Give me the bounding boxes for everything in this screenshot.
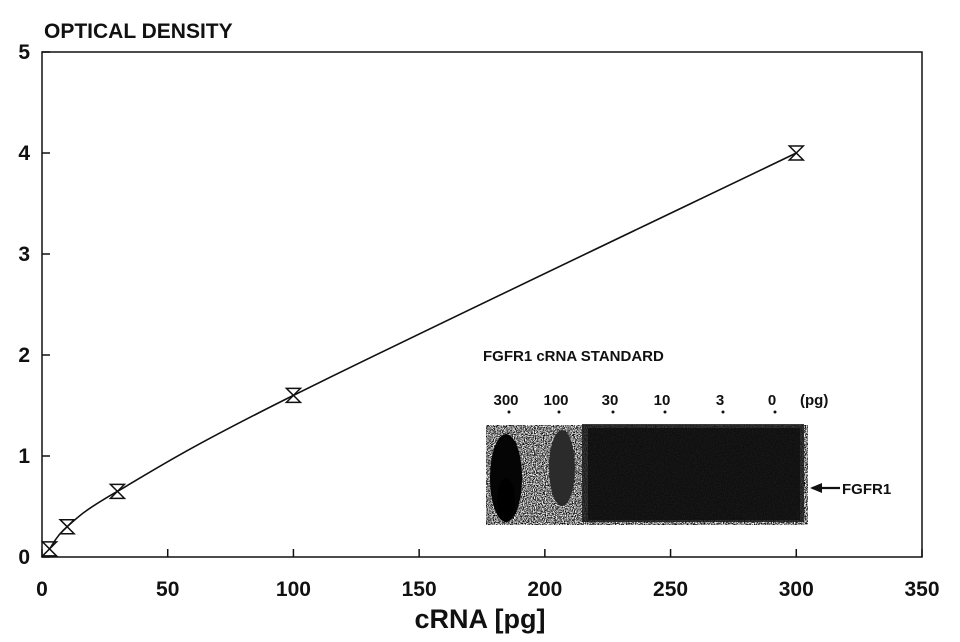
x-tick-label: 50 — [156, 578, 179, 601]
lane-dot — [557, 410, 561, 414]
inset-lane-label: 30 — [602, 392, 619, 409]
lane-dot — [611, 410, 615, 414]
data-point — [787, 145, 806, 161]
inset-lane-label: 10 — [654, 392, 671, 409]
lane-dot — [721, 410, 725, 414]
inset-lane-label: 300 — [493, 392, 518, 409]
inset-blot: FGFR1 cRNA STANDARD 300 100 30 10 3 0 (pg) FG… — [483, 348, 891, 525]
inset-lane-label: 100 — [543, 392, 568, 409]
lane-dot — [507, 410, 511, 414]
lane-dot — [663, 410, 667, 414]
inset-unit: (pg) — [800, 392, 828, 409]
data-point — [108, 483, 127, 500]
plot-frame — [41, 51, 923, 558]
y-tick-label: 2 — [18, 344, 30, 367]
inset-lane-label: 0 — [768, 392, 776, 409]
blot-image — [486, 424, 808, 525]
x-tick-label: 250 — [653, 578, 688, 601]
data-point — [284, 387, 303, 404]
y-tick-label: 1 — [18, 445, 30, 468]
chart-title: OPTICAL DENSITY — [44, 20, 233, 43]
inset-lane-label: 3 — [716, 392, 724, 409]
y-axis: 0 1 2 3 4 5 — [18, 41, 50, 569]
y-tick-label: 5 — [18, 41, 30, 64]
x-tick-label: 300 — [779, 578, 814, 601]
x-tick-label: 0 — [36, 578, 48, 601]
y-tick-label: 4 — [18, 142, 30, 165]
x-axis: 0 50 100 150 200 250 300 350 — [36, 549, 940, 601]
x-axis-label: cRNA [pg] — [415, 604, 546, 634]
band-label: FGFR1 — [842, 481, 891, 498]
arrow-head-icon — [810, 483, 822, 493]
x-tick-label: 150 — [402, 578, 437, 601]
inset-title: FGFR1 cRNA STANDARD — [483, 348, 664, 365]
y-tick-label: 3 — [18, 243, 30, 266]
data-points — [40, 145, 806, 557]
x-tick-label: 350 — [904, 578, 939, 601]
data-point — [40, 541, 59, 557]
lane-dot — [773, 410, 777, 414]
x-tick-label: 100 — [276, 578, 311, 601]
x-tick-label: 200 — [527, 578, 562, 601]
data-point — [58, 518, 76, 535]
y-tick-label: 0 — [18, 546, 30, 569]
